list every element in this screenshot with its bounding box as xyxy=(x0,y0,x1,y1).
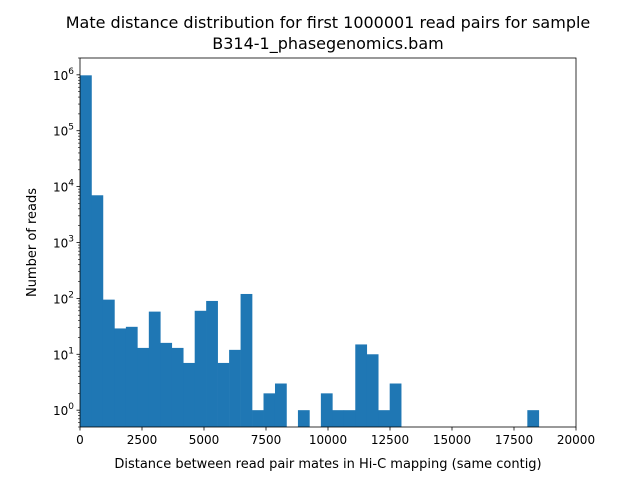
histogram-bar xyxy=(355,344,368,427)
x-tick-label: 7500 xyxy=(251,433,282,447)
x-tick-label: 0 xyxy=(76,433,84,447)
histogram-bar xyxy=(102,299,115,427)
y-axis-ticks: 100 101 102 103 104 105 106 xyxy=(53,57,80,428)
x-tick-label: 2500 xyxy=(127,433,158,447)
bars-group xyxy=(80,75,540,427)
histogram-bar xyxy=(366,354,379,427)
histogram-bar xyxy=(194,310,207,427)
histogram-bar xyxy=(171,347,184,427)
histogram-bar xyxy=(240,293,253,427)
y-tick-label: 101 xyxy=(53,346,74,362)
histogram-bar xyxy=(229,349,241,427)
histogram-bar xyxy=(148,311,161,427)
histogram-bar xyxy=(389,383,402,427)
x-tick-label: 5000 xyxy=(189,433,220,447)
histogram-bar xyxy=(297,410,310,427)
chart-title-line2: B314-1_phasegenomics.bam xyxy=(212,34,443,54)
histogram-bar xyxy=(527,410,540,427)
x-axis-label: Distance between read pair mates in Hi-C… xyxy=(114,457,541,472)
histogram-bar xyxy=(332,410,345,427)
y-tick-label: 100 xyxy=(53,402,74,418)
histogram-bar xyxy=(263,393,276,427)
histogram-bar xyxy=(274,383,287,427)
chart-title-line1: Mate distance distribution for first 100… xyxy=(66,13,591,32)
histogram-bar xyxy=(252,410,264,427)
y-tick-label: 104 xyxy=(53,179,74,195)
y-tick-label: 103 xyxy=(53,235,74,251)
y-tick-label: 105 xyxy=(53,123,74,139)
histogram-bar xyxy=(125,326,138,427)
x-axis-ticks: 0 2500 5000 7500 10000 12500 15000 17500 20000 xyxy=(76,427,595,447)
histogram-bar xyxy=(80,75,92,427)
y-axis-label: Number of reads xyxy=(25,188,40,297)
x-tick-label: 12500 xyxy=(371,433,409,447)
histogram-bar xyxy=(114,328,127,427)
histogram-bar xyxy=(183,362,195,427)
histogram-bar xyxy=(160,342,173,427)
x-tick-label: 15000 xyxy=(433,433,471,447)
histogram-bar xyxy=(217,362,230,427)
x-tick-label: 20000 xyxy=(557,433,595,447)
histogram-bar xyxy=(320,393,333,427)
histogram-bar xyxy=(378,410,390,427)
y-tick-label: 106 xyxy=(53,67,74,83)
y-tick-label: 102 xyxy=(53,290,74,306)
plot-frame xyxy=(79,57,577,428)
histogram-bar xyxy=(206,300,218,427)
x-tick-label: 17500 xyxy=(495,433,533,447)
x-tick-label: 10000 xyxy=(309,433,347,447)
histogram-bar xyxy=(137,347,150,427)
histogram-bar xyxy=(91,195,104,427)
histogram-bar xyxy=(343,410,356,427)
